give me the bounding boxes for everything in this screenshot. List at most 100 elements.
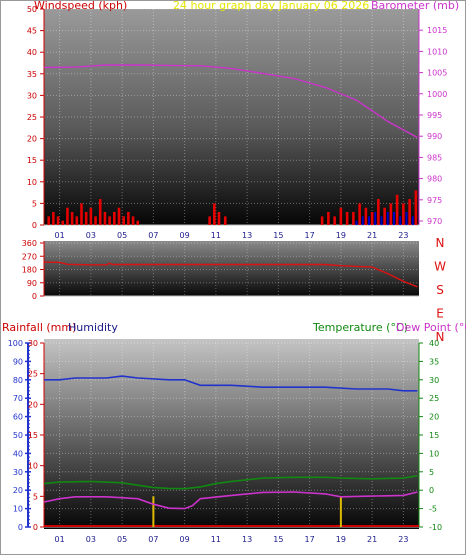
barometer-line — [43, 64, 418, 139]
humidity-y-tick-label: 80 — [13, 376, 23, 385]
wind-y-tick-label: 15 — [27, 156, 37, 165]
humidity-label: Humidity — [68, 321, 118, 334]
barometer-y-tick-label: 975 — [427, 196, 442, 205]
wind-bar — [117, 207, 121, 225]
humidity-y-tick-label: 90 — [13, 357, 23, 366]
temperature-y-tick-label: -10 — [429, 523, 442, 532]
humidity-y-tick-label: 40 — [13, 449, 23, 458]
wind-bar — [89, 207, 93, 225]
gust-bar — [361, 216, 364, 225]
temp-x-tick-label: 17 — [305, 535, 315, 544]
temperature-line — [43, 475, 418, 490]
humidity-y-tick-label: 10 — [13, 505, 23, 514]
temp-x-tick-label: 15 — [273, 535, 283, 544]
gust-bar — [386, 212, 389, 225]
humidity-y-tick-label: 20 — [13, 486, 23, 495]
humidity-y-tick-label: 60 — [13, 413, 23, 422]
wind-y-tick-label: 35 — [27, 70, 37, 79]
wind-y-tick-label: 5 — [32, 199, 37, 208]
barometer-y-tick-label: 1010 — [427, 47, 447, 56]
gust-bar — [374, 212, 377, 225]
compass-label-n: N — [436, 330, 445, 344]
rainfall-y-tick-label: 10 — [28, 462, 38, 471]
wind-bar — [345, 212, 349, 225]
wind-bar — [108, 216, 111, 225]
compass-label-s: S — [436, 283, 444, 297]
temp-x-tick-label: 03 — [86, 535, 96, 544]
barometer-label: Barometer (mb) — [371, 0, 459, 12]
barometer-y-tick-label: 1015 — [427, 26, 447, 35]
wind-bar — [56, 216, 60, 225]
wind-bar — [370, 212, 374, 225]
wind-bar — [327, 212, 330, 225]
wind-x-tick-label: 13 — [242, 231, 252, 240]
wind-bar — [113, 212, 116, 225]
barometer-y-tick-label: 995 — [427, 111, 442, 120]
wind-bar — [402, 203, 405, 225]
compass-label-n: N — [436, 236, 445, 250]
wind-bar — [414, 190, 418, 225]
temperature-y-tick-label: 40 — [429, 339, 439, 348]
wind-bar — [333, 216, 336, 225]
compass-label-w: W — [434, 260, 446, 274]
gust-bar — [355, 220, 358, 225]
wind-bar — [395, 194, 399, 225]
wind-bar — [389, 203, 393, 225]
gust-bar — [368, 216, 370, 225]
compass-label-e: E — [436, 307, 444, 321]
humidity-y-tick-label: 70 — [13, 394, 23, 403]
wind-y-tick-label: 25 — [27, 113, 37, 122]
wind-x-tick-label: 03 — [86, 231, 96, 240]
temperature-y-tick-label: 25 — [429, 394, 439, 403]
dewpoint-label: Dew Point (°C) — [396, 321, 466, 334]
temp-x-tick-label: 23 — [398, 535, 408, 544]
rainfall-y-tick-label: 15 — [28, 431, 38, 440]
rainfall-y-tick-label: 25 — [28, 370, 38, 379]
wind-x-tick-label: 01 — [55, 231, 65, 240]
direction-plot-area — [44, 241, 419, 296]
wind-x-tick-label: 09 — [180, 231, 190, 240]
barometer-y-tick-label: 980 — [427, 175, 442, 184]
gust-bar — [380, 216, 383, 225]
wind-bar — [364, 207, 368, 225]
wind-y-tick-label: 30 — [27, 91, 37, 100]
rainfall-y-tick-label: 20 — [28, 400, 38, 409]
wind-bar — [70, 212, 74, 225]
temp-x-tick-label: 13 — [242, 535, 252, 544]
wind-x-tick-label: 07 — [148, 231, 158, 240]
wind-y-tick-label: 45 — [27, 27, 37, 36]
temperature-y-tick-label: 0 — [429, 486, 434, 495]
humidity-y-tick-label: 30 — [13, 468, 23, 477]
wind-bar — [66, 207, 69, 225]
wind-x-tick-label: 21 — [367, 231, 377, 240]
temperature-y-tick-label: 10 — [429, 449, 439, 458]
temperature-y-tick-label: -5 — [429, 505, 437, 514]
wind-bar — [131, 216, 135, 225]
wind-y-tick-label: 0 — [32, 221, 37, 230]
rainfall-label: Rainfall (mm) — [2, 321, 76, 334]
wind-bar — [320, 216, 324, 225]
humidity-line — [44, 375, 418, 392]
wind-bar — [75, 216, 79, 225]
wind-bar — [352, 212, 355, 225]
wind-direction-line — [43, 261, 418, 288]
temp-x-tick-label: 19 — [336, 535, 346, 544]
wind-bar — [358, 203, 361, 225]
temperature-y-tick-label: 5 — [429, 468, 434, 477]
barometer-y-tick-label: 985 — [427, 153, 442, 162]
wind-bar — [408, 199, 411, 225]
wind-y-tick-label: 40 — [27, 48, 37, 57]
wind-bar — [47, 216, 50, 225]
wind-bar — [52, 212, 55, 225]
wind-bar — [98, 199, 102, 225]
wind-y-tick-label: 50 — [27, 5, 37, 14]
wind-bar — [383, 207, 386, 225]
dewpoint-line — [43, 491, 418, 510]
gust-bar — [411, 216, 414, 225]
wind-bar — [122, 216, 125, 225]
wind-bar — [217, 212, 221, 225]
windspeed-label: Windspeed (kph) — [34, 0, 127, 12]
wind-bar — [94, 216, 97, 225]
dir-y-tick-label: 180 — [22, 266, 37, 275]
humidity-y-tick-label: 100 — [8, 339, 23, 348]
